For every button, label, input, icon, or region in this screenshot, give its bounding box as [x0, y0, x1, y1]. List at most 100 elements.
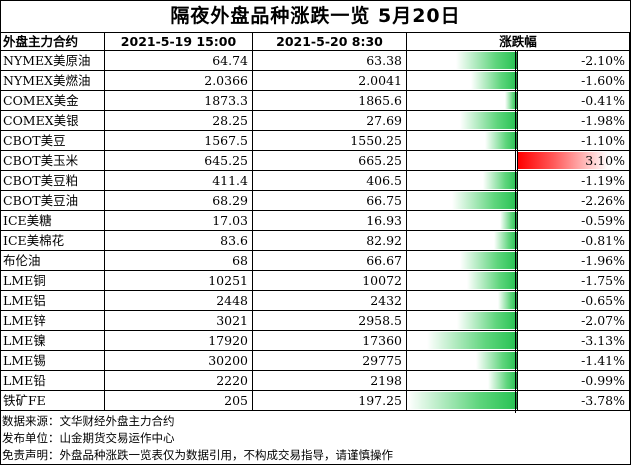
table-row: ICE美糖 17.03 16.93 -0.59% [0, 210, 631, 231]
price-0519: 30200 [104, 350, 253, 371]
change-pct-label: -1.60% [581, 73, 626, 88]
price-0520: 10072 [252, 270, 407, 291]
change-pct-label: -0.81% [581, 233, 626, 248]
change-bar-cell [406, 210, 518, 231]
change-pct-label: -1.96% [581, 253, 626, 268]
price-0519: 10251 [104, 270, 253, 291]
price-0520: 82.92 [252, 230, 407, 251]
price-0520: 406.5 [252, 170, 407, 191]
contract-name: CBOT美豆油 [0, 190, 105, 211]
price-0519: 83.6 [104, 230, 253, 251]
change-pct-label: -0.99% [581, 373, 626, 388]
change-pct-label: -0.41% [581, 93, 626, 108]
price-0519: 17.03 [104, 210, 253, 231]
change-bar-negative [476, 352, 517, 369]
footer-disclaimer: 免责声明：外盘品种涨跌一览表仅为数据引用，不构成交易指导，请谨慎操作 [2, 448, 393, 462]
contract-name: CBOT美玉米 [0, 150, 105, 171]
table-row: CBOT美豆粕 411.4 406.5 -1.19% [0, 170, 631, 191]
contract-name: LME铝 [0, 290, 105, 311]
change-pct-cell: -3.13% [516, 330, 631, 351]
contract-name: LME铅 [0, 370, 105, 391]
change-pct-label: -1.41% [581, 353, 626, 368]
change-bar-cell [406, 310, 518, 331]
change-pct-cell: -0.99% [516, 370, 631, 391]
change-bar-negative [408, 392, 517, 409]
change-pct-label: -3.13% [581, 333, 626, 348]
price-0520: 1550.25 [252, 130, 407, 151]
price-0520: 63.38 [252, 50, 407, 71]
contract-name: COMEX美金 [0, 90, 105, 111]
change-bar-cell [406, 290, 518, 311]
contract-name: LME镍 [0, 330, 105, 351]
price-0520: 197.25 [252, 390, 407, 411]
contract-name: ICE美棉花 [0, 230, 105, 251]
table-row: CBOT美玉米 645.25 665.25 3.10% [0, 150, 631, 171]
header-contract: 外盘主力合约 [0, 32, 105, 51]
table-row: NYMEX美原油 64.74 63.38 -2.10% [0, 50, 631, 71]
change-bar-negative [427, 332, 517, 349]
contract-name: CBOT美豆粕 [0, 170, 105, 191]
contract-name: LME锡 [0, 350, 105, 371]
price-0519: 64.74 [104, 50, 253, 71]
change-bar-cell [406, 250, 518, 271]
change-pct-cell: -2.10% [516, 50, 631, 71]
change-pct-label: -3.78% [581, 393, 626, 408]
price-0519: 1567.5 [104, 130, 253, 151]
price-0520: 66.75 [252, 190, 407, 211]
price-0519: 2.0366 [104, 70, 253, 91]
change-pct-cell: -1.96% [516, 250, 631, 271]
change-pct-label: -2.10% [581, 53, 626, 68]
change-pct-cell: -1.41% [516, 350, 631, 371]
footer-notes: 数据来源：文华财经外盘主力合约 发布单位：山金期货交易运作中心 免责声明：外盘品… [2, 413, 629, 464]
change-bar-cell [406, 50, 518, 71]
table-row: LME铜 10251 10072 -1.75% [0, 270, 631, 291]
change-pct-cell: -2.07% [516, 310, 631, 331]
footer-publisher: 发布单位：山金期货交易运作中心 [2, 431, 175, 445]
price-0519: 1873.3 [104, 90, 253, 111]
header-price-0519: 2021-5-19 15:00 [104, 32, 253, 51]
price-0519: 3021 [104, 310, 253, 331]
table-row: CBOT美豆 1567.5 1550.25 -1.10% [0, 130, 631, 151]
change-bar-negative [457, 312, 517, 329]
change-pct-cell: -0.65% [516, 290, 631, 311]
change-bar-negative [488, 372, 517, 389]
price-0520: 1865.6 [252, 90, 407, 111]
change-bar-negative [460, 252, 517, 269]
change-pct-cell: -1.60% [516, 70, 631, 91]
contract-name: COMEX美银 [0, 110, 105, 131]
change-bar-negative [452, 192, 517, 209]
contract-name: 布伦油 [0, 250, 105, 271]
price-0519: 2220 [104, 370, 253, 391]
change-pct-cell: 3.10% [516, 150, 631, 171]
change-bar-cell [406, 90, 518, 111]
price-0520: 29775 [252, 350, 407, 371]
change-pct-label: -0.65% [581, 293, 626, 308]
table-row: ICE美棉花 83.6 82.92 -0.81% [0, 230, 631, 251]
change-bar-cell [406, 390, 518, 411]
price-0520: 2198 [252, 370, 407, 391]
change-pct-label: -0.59% [581, 213, 626, 228]
change-pct-label: -1.98% [581, 113, 626, 128]
change-bar-cell [406, 70, 518, 91]
price-0520: 2958.5 [252, 310, 407, 331]
price-0519: 28.25 [104, 110, 253, 131]
change-bar-cell [406, 330, 518, 351]
change-pct-cell: -3.78% [516, 390, 631, 411]
price-0520: 16.93 [252, 210, 407, 231]
change-pct-label: -2.26% [581, 193, 626, 208]
table-row: COMEX美金 1873.3 1865.6 -0.41% [0, 90, 631, 111]
price-0519: 645.25 [104, 150, 253, 171]
change-pct-cell: -0.59% [516, 210, 631, 231]
change-pct-label: -1.75% [581, 273, 626, 288]
change-bar-negative [456, 52, 517, 69]
change-bar-negative [483, 172, 517, 189]
table-header-row: 外盘主力合约 2021-5-19 15:00 2021-5-20 8:30 涨跌… [0, 32, 631, 51]
header-price-0520: 2021-5-20 8:30 [252, 32, 407, 51]
table-row: LME镍 17920 17360 -3.13% [0, 330, 631, 351]
change-bar-cell [406, 150, 518, 171]
change-bar-cell [406, 130, 518, 151]
price-0519: 2448 [104, 290, 253, 311]
change-pct-label: 3.10% [585, 153, 626, 168]
change-bar-cell [406, 230, 518, 251]
